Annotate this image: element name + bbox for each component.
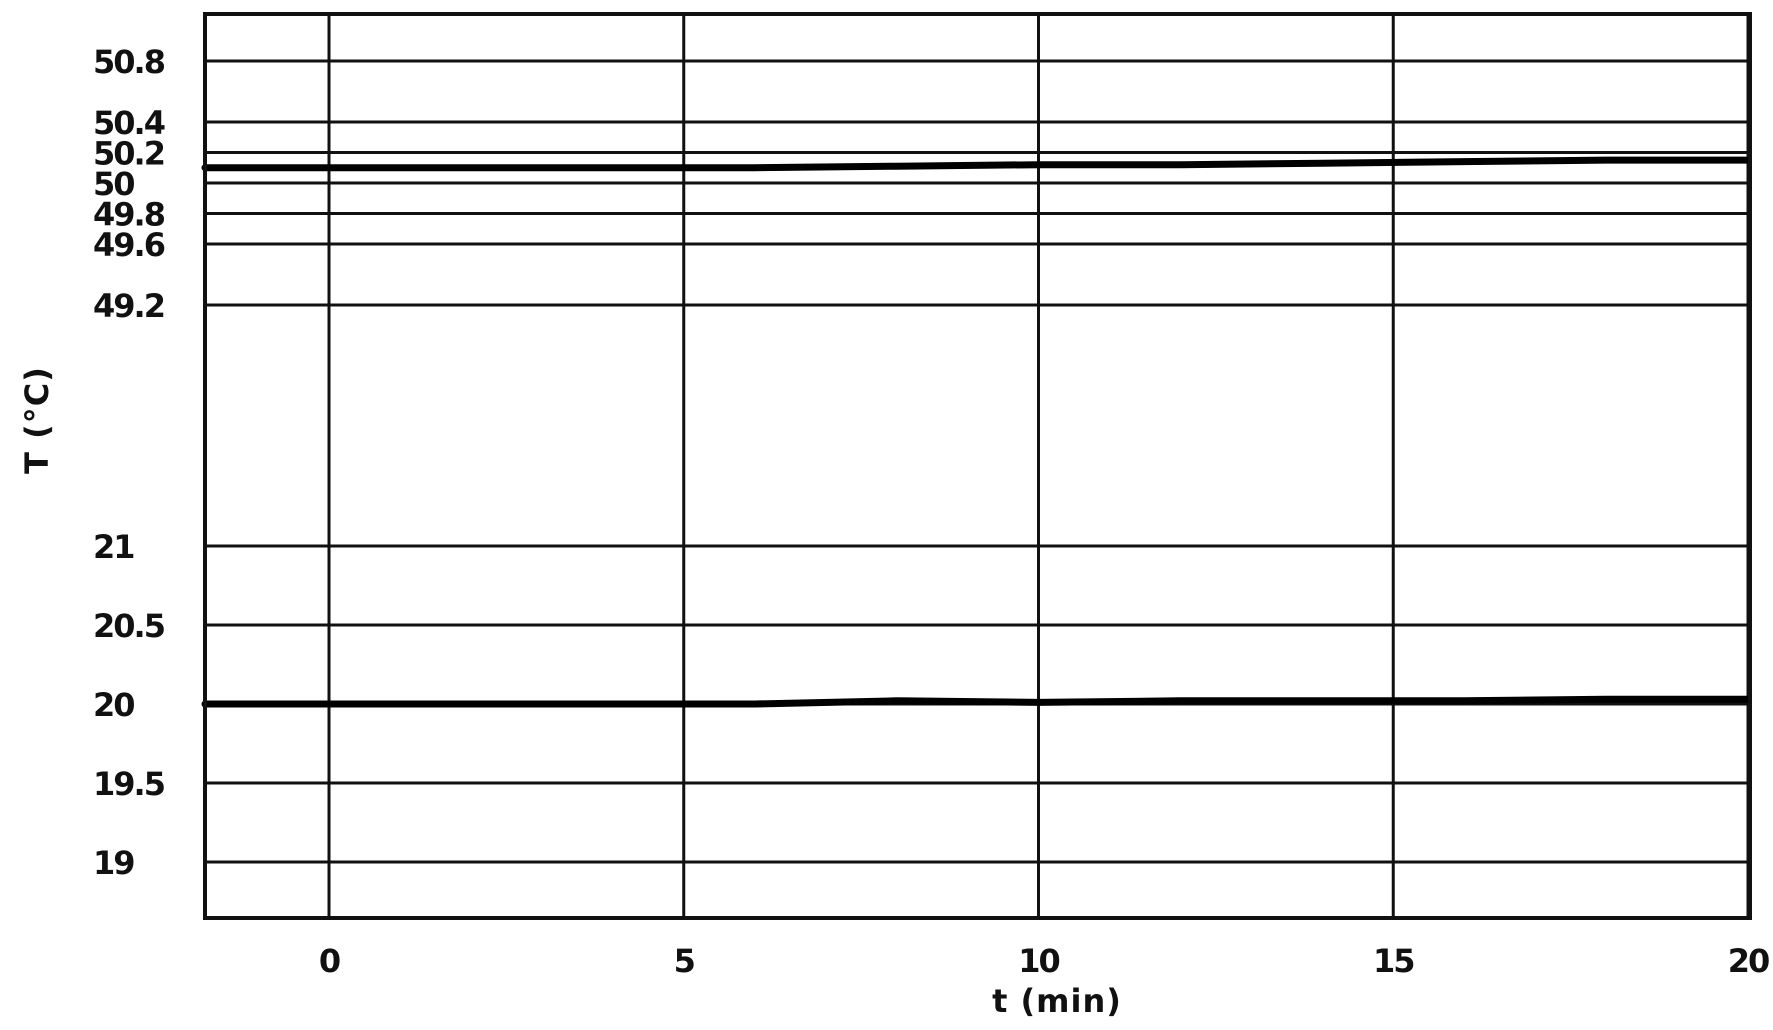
y-lower-tick-label: 19 xyxy=(93,844,134,882)
grid-layer xyxy=(205,14,1750,918)
lower-temperature-line xyxy=(201,695,1752,708)
y-upper-tick-label: 49.2 xyxy=(93,287,164,325)
y-axis-label: T (°C) xyxy=(18,366,56,474)
y-upper-tick-label: 50.2 xyxy=(93,135,164,173)
y-upper-tick-label: 50.4 xyxy=(93,104,165,142)
x-tick-label: 10 xyxy=(1018,942,1059,980)
x-tick-label: 5 xyxy=(674,942,695,980)
x-tick-label: 0 xyxy=(319,942,340,980)
y-upper-tick-label: 49.6 xyxy=(93,226,165,264)
x-tick-label: 15 xyxy=(1373,942,1414,980)
y-lower-tick-label: 20 xyxy=(93,686,134,724)
series-layer xyxy=(201,156,1752,708)
y-upper-tick-label: 49.8 xyxy=(93,196,165,234)
y-lower-tick-label: 20.5 xyxy=(93,607,165,645)
y-upper-tick-label: 50 xyxy=(93,165,134,203)
y-lower-tick-label: 19.5 xyxy=(93,765,165,803)
plot-frame xyxy=(203,12,1752,920)
y-lower-tick-label: 21 xyxy=(93,528,134,566)
x-tick-label: 20 xyxy=(1728,942,1769,980)
x-axis-label: t (min) xyxy=(992,982,1122,1020)
y-upper-tick-label: 50.8 xyxy=(93,43,165,81)
upper-temperature-line xyxy=(201,156,1752,172)
